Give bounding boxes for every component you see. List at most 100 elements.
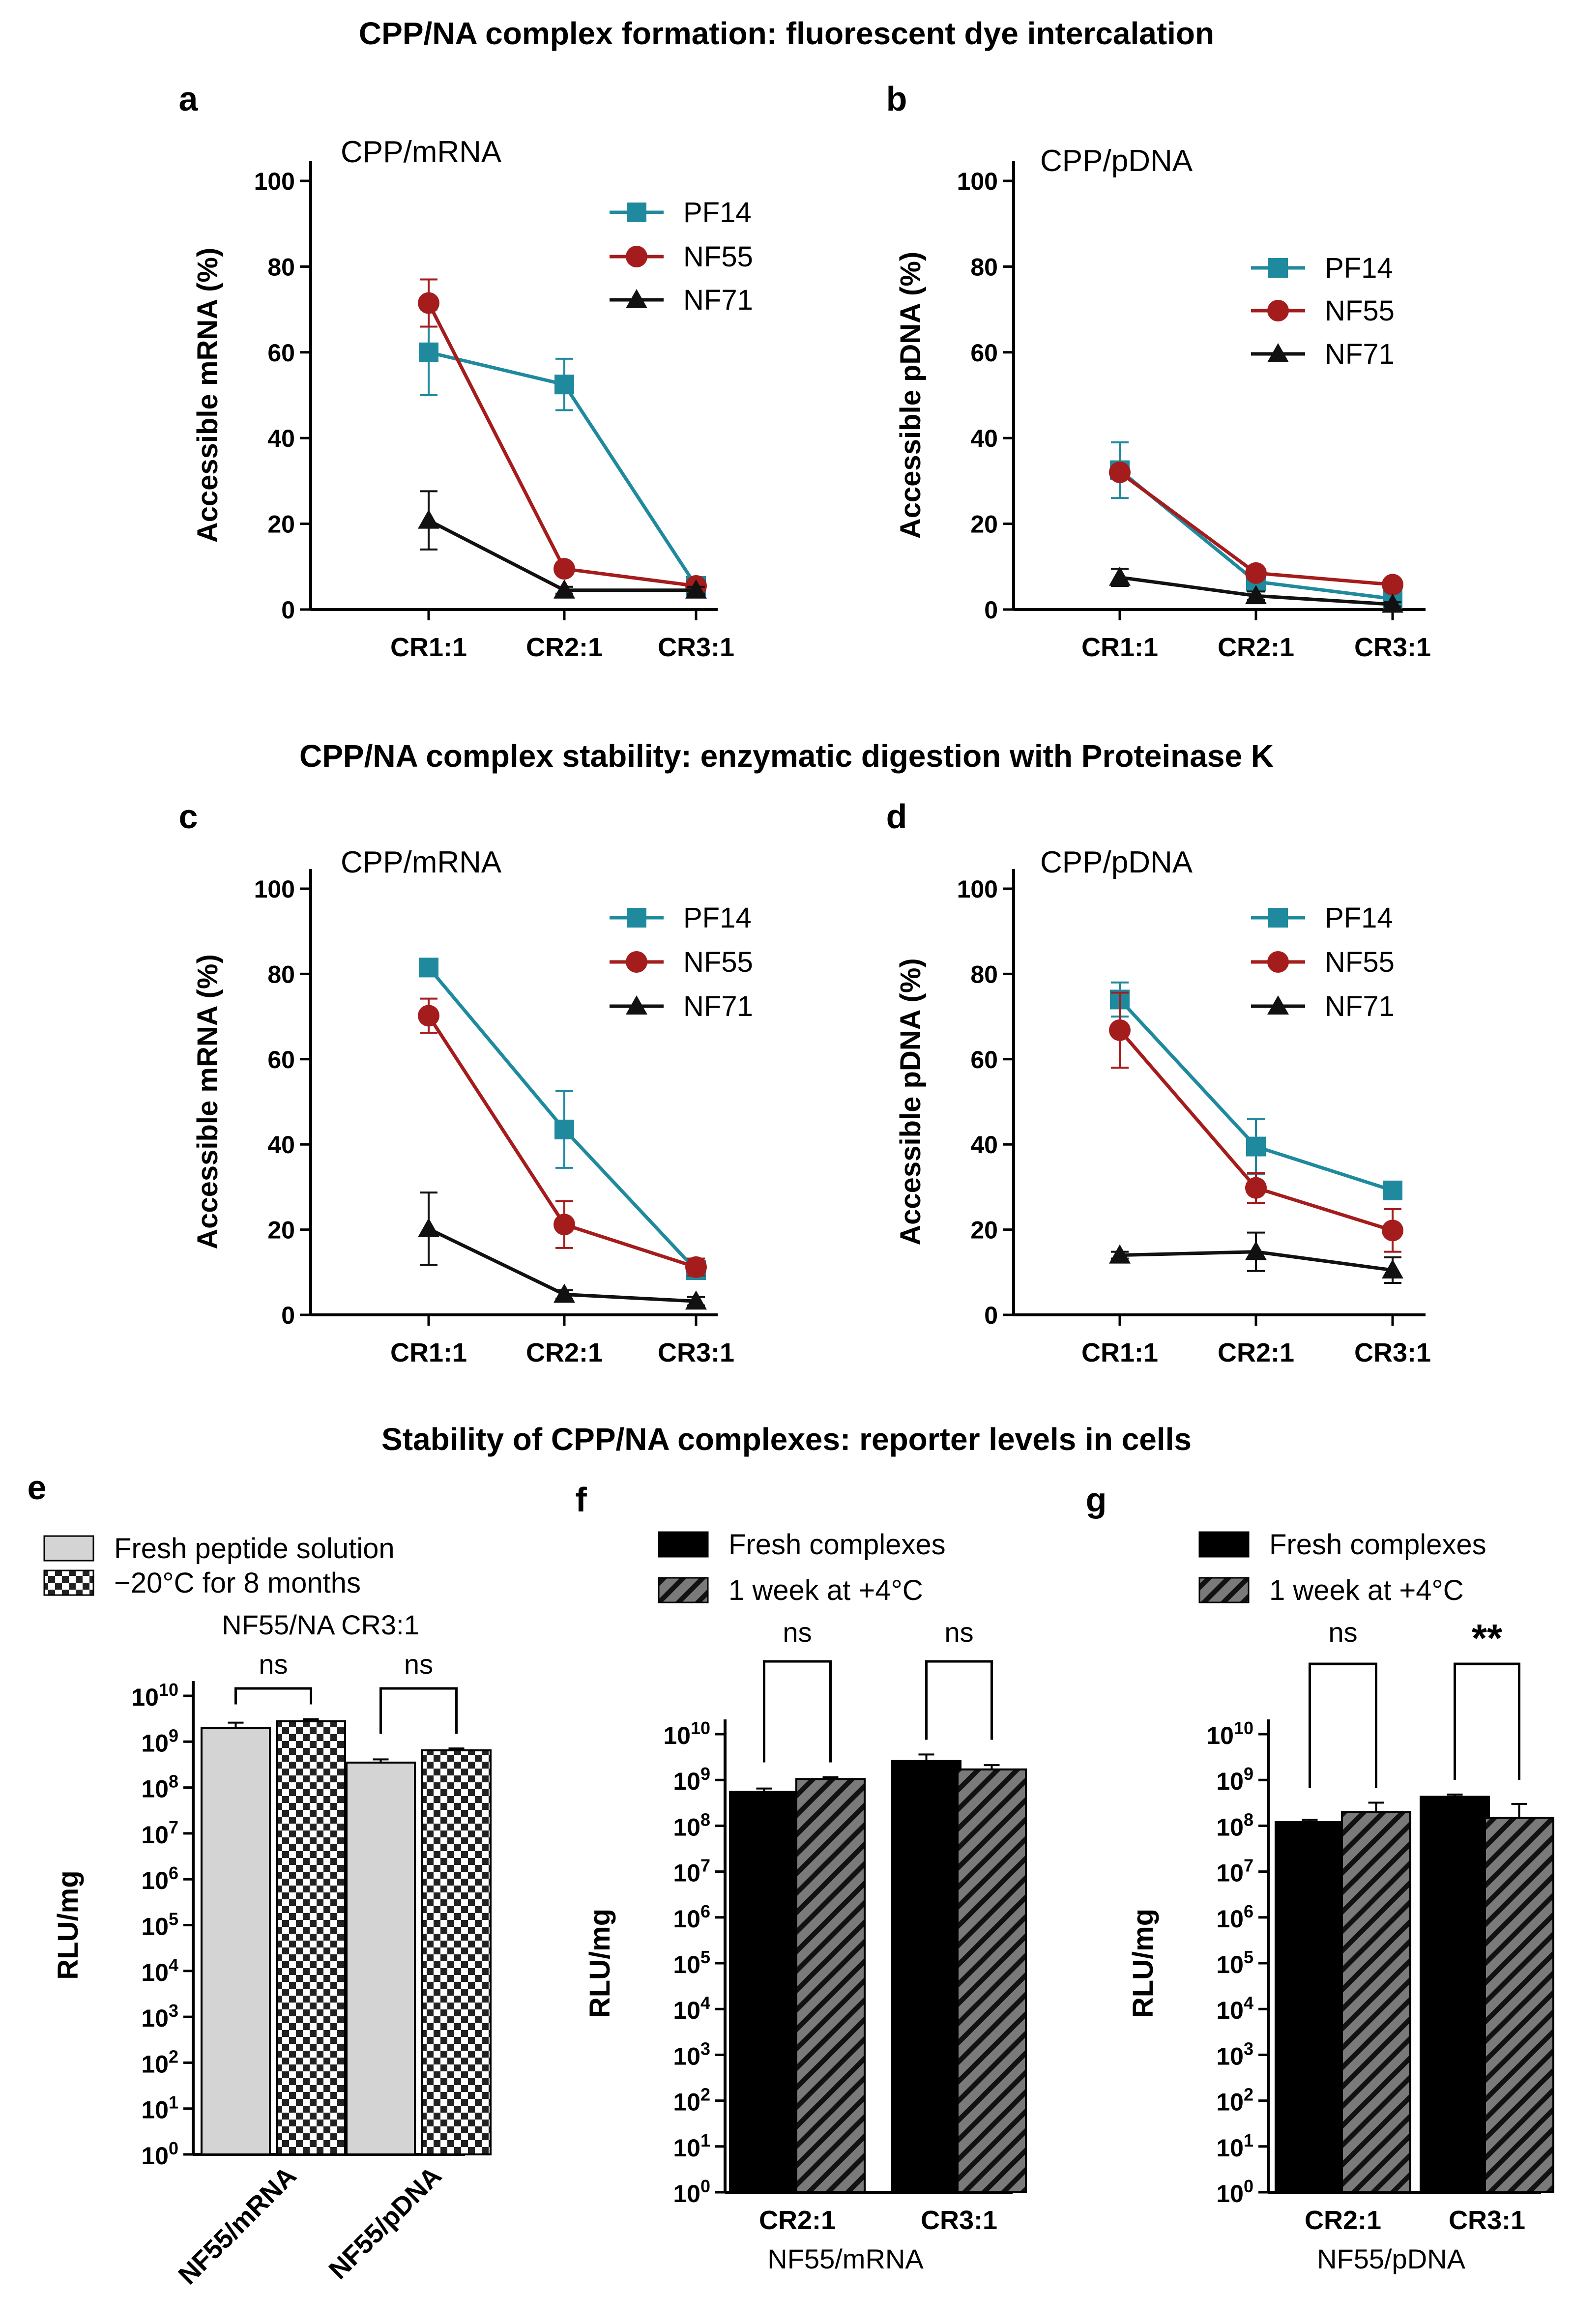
legend-swatch <box>43 1535 94 1562</box>
y-tick-label: 105 <box>673 1947 710 1978</box>
y-tick-label: 105 <box>1216 1947 1253 1978</box>
y-tick-label: 102 <box>1216 2085 1253 2116</box>
panel-label: f <box>575 1481 587 1519</box>
significance-label: ns <box>404 1649 433 1680</box>
panel-title: CPP/mRNA <box>341 845 502 879</box>
x-axis-label: NF55/pDNA <box>1317 2243 1466 2274</box>
marker-circle <box>685 1256 707 1278</box>
marker-square <box>627 908 646 928</box>
legend-label-PF14: PF14 <box>683 197 752 229</box>
marker-triangle <box>553 579 575 599</box>
y-tick-label: 102 <box>673 2085 710 2116</box>
y-tick-label: 105 <box>141 1909 178 1941</box>
y-tick-label: 20 <box>267 1217 295 1244</box>
legend-label: Fresh complexes <box>728 1529 946 1561</box>
marker-square <box>419 342 438 362</box>
legend-label: Fresh complexes <box>1269 1529 1486 1561</box>
x-tick-label: CR1:1 <box>390 1338 467 1367</box>
y-tick-label: 100 <box>254 168 295 195</box>
section-title-2: CPP/NA complex stability: enzymatic dige… <box>299 738 1274 774</box>
panel-c: c CPP/mRNA 0 20 40 60 80 100 CR1:1 CR2:1 CR3:1 Acce… <box>179 797 753 1367</box>
y-tick-label: 109 <box>1216 1764 1253 1795</box>
legend-label-NF71: NF71 <box>683 990 753 1022</box>
y-tick-label: 107 <box>141 1817 178 1849</box>
marker-triangle <box>553 1283 575 1303</box>
significance-bracket <box>763 1660 832 1763</box>
marker-square <box>554 375 574 395</box>
y-tick-label: 100 <box>1216 2176 1253 2208</box>
panel-a: a CPP/mRNA 0 20 40 60 80 100 CR1:1 CR2:1 CR3:1 Acce… <box>179 80 753 662</box>
panel-label: e <box>28 1468 47 1507</box>
significance-label: ns <box>944 1617 973 1648</box>
y-tick-label: 102 <box>141 2046 178 2078</box>
y-axis-label: RLU/mg <box>52 1870 84 1979</box>
section-title-3: Stability of CPP/NA complexes: reporter … <box>381 1422 1192 1457</box>
x-tick-label: CR3:1 <box>1354 633 1431 662</box>
x-tick-label: CR3:1 <box>658 633 734 662</box>
marker-circle <box>1245 1177 1267 1199</box>
marker-circle <box>1109 1019 1131 1041</box>
marker-triangle <box>1109 1244 1131 1264</box>
significance-bracket <box>1454 1662 1520 1780</box>
panel-title: CPP/pDNA <box>1040 144 1193 178</box>
marker-triangle <box>626 289 647 308</box>
x-tick-label: NF55/mRNA <box>173 2161 302 2290</box>
legend-label-NF55: NF55 <box>1325 946 1395 978</box>
significance-bracket <box>379 1687 458 1734</box>
y-tick-label: 1010 <box>1206 1718 1253 1749</box>
x-tick-label: CR1:1 <box>1081 633 1158 662</box>
marker-triangle <box>685 1290 707 1310</box>
y-tick-label: 80 <box>267 960 295 988</box>
marker-square <box>554 1119 574 1139</box>
panel-subtitle: NF55/NA CR3:1 <box>222 1609 419 1640</box>
marker-triangle <box>1382 593 1403 613</box>
marker-circle <box>553 1214 575 1236</box>
y-tick-label: 101 <box>673 2130 710 2162</box>
bar <box>891 1760 961 2193</box>
bar <box>957 1768 1027 2193</box>
marker-circle <box>1382 574 1403 596</box>
x-tick-label: CR3:1 <box>658 1338 734 1367</box>
marker-circle <box>1267 951 1289 973</box>
y-tick-label: 100 <box>254 875 295 903</box>
y-axis-label: Accessible mRNA (%) <box>192 248 224 543</box>
panel-title: CPP/mRNA <box>341 135 502 169</box>
y-tick-label: 101 <box>141 2092 178 2124</box>
y-tick-label: 107 <box>673 1856 710 1887</box>
x-tick-label: CR2:1 <box>526 633 603 662</box>
panel-g: g 100 101 102 103 104 105 106 107 108 109 1010 RLU/m… <box>1086 1481 1554 2274</box>
y-tick-label: 20 <box>970 511 998 538</box>
marker-square <box>419 958 438 978</box>
x-tick-label: CR3:1 <box>921 2206 997 2235</box>
y-tick-label: 80 <box>267 253 295 281</box>
marker-circle <box>1267 300 1289 321</box>
bar <box>1484 1816 1554 2193</box>
y-tick-label: 106 <box>141 1863 178 1894</box>
marker-triangle <box>418 509 439 529</box>
panel-f: f 100 101 102 103 104 105 106 107 108 109 1010 RLU/m… <box>575 1481 1027 2274</box>
legend-label: 1 week at +4°C <box>728 1574 923 1606</box>
legend-label-NF55: NF55 <box>683 241 753 273</box>
panel-label: b <box>886 80 907 118</box>
series-PF14 <box>419 308 706 596</box>
y-axis-label: RLU/mg <box>584 1909 616 2018</box>
x-tick-label: CR2:1 <box>759 2206 836 2235</box>
y-tick-label: 109 <box>673 1764 710 1795</box>
bar <box>1275 1821 1345 2193</box>
y-tick-label: 109 <box>141 1725 178 1757</box>
x-tick-label: CR1:1 <box>1081 1338 1158 1367</box>
legend-label-NF71: NF71 <box>1325 990 1395 1022</box>
panel-b: b CPP/pDNA 0 20 40 60 80 100 CR1:1 CR2:1 CR3:1 Acce… <box>886 80 1431 662</box>
y-tick-label: 107 <box>1216 1856 1253 1887</box>
marker-triangle <box>418 1218 439 1237</box>
series-NF71 <box>418 1191 707 1310</box>
bar <box>276 1720 346 2155</box>
marker-triangle <box>1382 1259 1403 1278</box>
marker-circle <box>418 1005 439 1027</box>
significance-label: ns <box>783 1617 812 1648</box>
series-NF71 <box>1109 1231 1403 1284</box>
bar <box>1341 1811 1411 2193</box>
panel-label: g <box>1086 1481 1107 1519</box>
y-tick-label: 101 <box>1216 2130 1253 2162</box>
y-tick-label: 60 <box>267 339 295 367</box>
